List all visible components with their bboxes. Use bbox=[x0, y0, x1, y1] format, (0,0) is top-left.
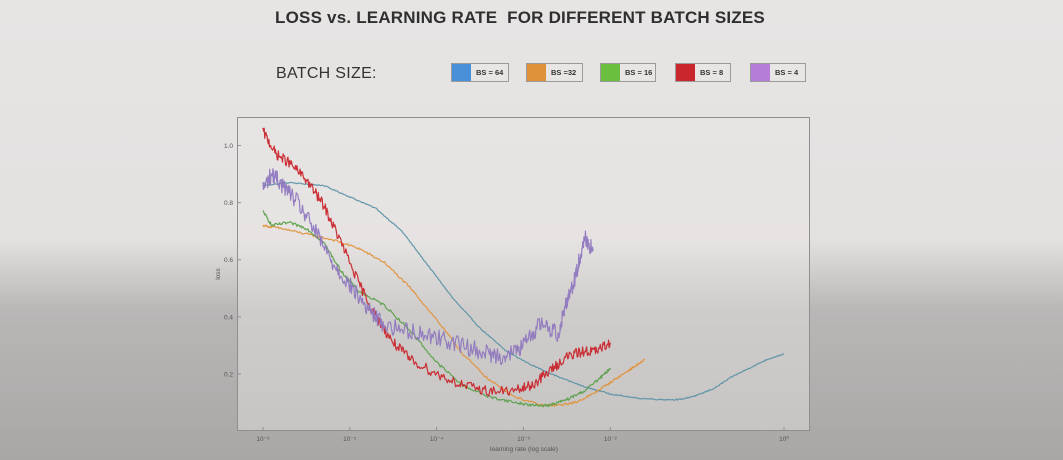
x-tick-label: 10⁰ bbox=[779, 435, 789, 443]
x-tick-label: 10⁻⁶ bbox=[256, 436, 270, 443]
series-line-bs-32 bbox=[262, 224, 646, 407]
legend-text-bs-16: BS = 16 bbox=[625, 68, 653, 77]
legend-swatch-bs-64 bbox=[452, 64, 471, 81]
y-tick-label: 1.0 bbox=[224, 143, 233, 150]
plot-area bbox=[237, 117, 810, 431]
legend-text-bs-8: BS = 8 bbox=[700, 68, 724, 77]
y-tick-label: 0.2 bbox=[224, 371, 233, 378]
y-tick-label: 0.6 bbox=[224, 257, 233, 264]
x-tick-label: 10⁻⁵ bbox=[343, 436, 357, 443]
y-axis-label: loss bbox=[215, 267, 222, 279]
series-line-bs-4 bbox=[262, 168, 594, 366]
y-tick-label: 0.4 bbox=[224, 314, 233, 321]
chart-title: LOSS vs. LEARNING RATE FOR DIFFERENT BAT… bbox=[275, 8, 765, 27]
x-axis-label: learning rate (log scale) bbox=[490, 446, 558, 453]
legend-swatch-bs-32 bbox=[527, 64, 546, 81]
series-line-bs-8 bbox=[262, 127, 611, 397]
legend-label: BATCH SIZE: bbox=[276, 65, 377, 82]
legend-item-bs-8: BS = 8 bbox=[675, 63, 731, 82]
x-tick-label: 10⁻⁴ bbox=[430, 436, 444, 443]
legend-item-bs-32: BS =32 bbox=[526, 63, 583, 82]
legend-item-bs-16: BS = 16 bbox=[600, 63, 656, 82]
series-line-bs-64 bbox=[262, 181, 785, 401]
y-tick-label: 0.8 bbox=[224, 200, 233, 207]
x-tick-label: 10⁻³ bbox=[517, 436, 531, 443]
legend-text-bs-64: BS = 64 bbox=[476, 68, 504, 77]
legend-text-bs-4: BS = 4 bbox=[775, 68, 799, 77]
legend-swatch-bs-8 bbox=[676, 64, 695, 81]
legend-swatch-bs-4 bbox=[751, 64, 770, 81]
legend-item-bs-4: BS = 4 bbox=[750, 63, 806, 82]
legend-swatch-bs-16 bbox=[601, 64, 620, 81]
legend-item-bs-64: BS = 64 bbox=[451, 63, 509, 82]
legend-text-bs-32: BS =32 bbox=[551, 68, 577, 77]
series-line-bs-16 bbox=[262, 210, 611, 408]
x-tick-label: 10⁻² bbox=[604, 436, 618, 443]
